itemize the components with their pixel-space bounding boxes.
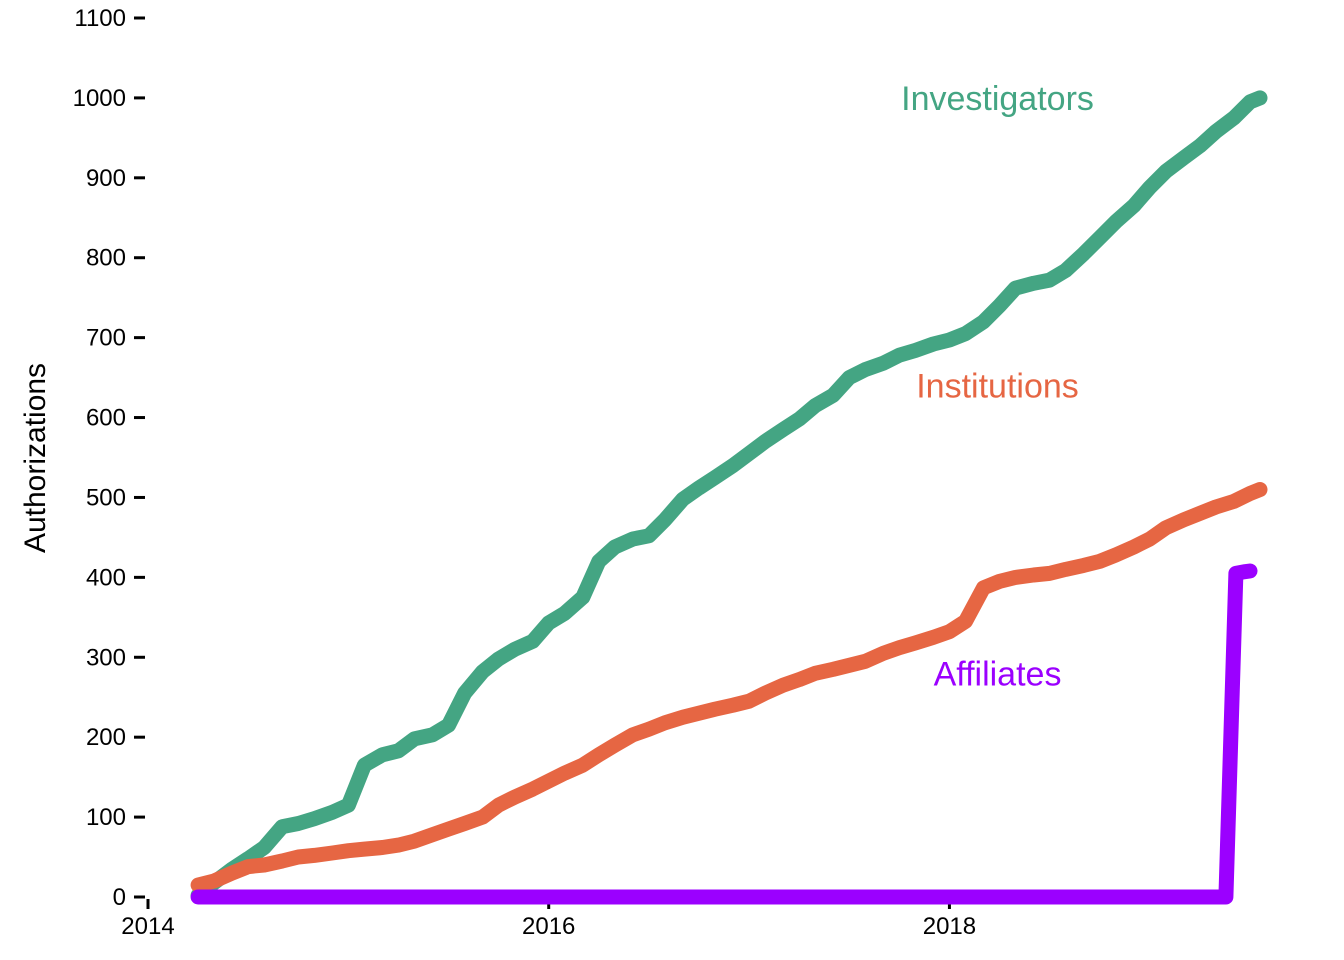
series-line-affiliates: [190, 563, 1258, 905]
series-label-institutions: Institutions: [916, 368, 1079, 406]
series-layer: [190, 90, 1268, 905]
y-tick-label: 900: [86, 165, 126, 192]
y-axis-title: Authorizations: [19, 363, 52, 553]
x-tick-label: 2018: [923, 913, 976, 940]
y-tick-label: 100: [86, 804, 126, 831]
y-tick-label: 400: [86, 564, 126, 591]
y-tick-label: 0: [113, 884, 126, 911]
annotation-layer: Investigators Institutions Affiliates: [901, 80, 1094, 693]
series-label-investigators: Investigators: [901, 80, 1094, 118]
y-tick-label: 600: [86, 405, 126, 432]
series-line-investigators: [190, 90, 1268, 903]
x-tick-label: 2014: [121, 913, 174, 940]
y-tick-label: 700: [86, 325, 126, 352]
y-axis: 0 100 200 300 400 500 600 700 800 900 1000 1100: [73, 5, 145, 911]
series-line-institutions: [190, 482, 1268, 893]
y-tick-label: 300: [86, 644, 126, 671]
x-axis: 2014 2016 2018: [121, 899, 976, 940]
y-tick-label: 1100: [74, 5, 126, 32]
y-tick-label: 800: [86, 245, 126, 272]
series-label-affiliates: Affiliates: [934, 655, 1062, 693]
y-tick-label: 200: [86, 724, 126, 751]
y-tick-label: 500: [86, 484, 126, 511]
x-tick-label: 2016: [522, 913, 575, 940]
y-tick-label: 1000: [73, 85, 126, 112]
